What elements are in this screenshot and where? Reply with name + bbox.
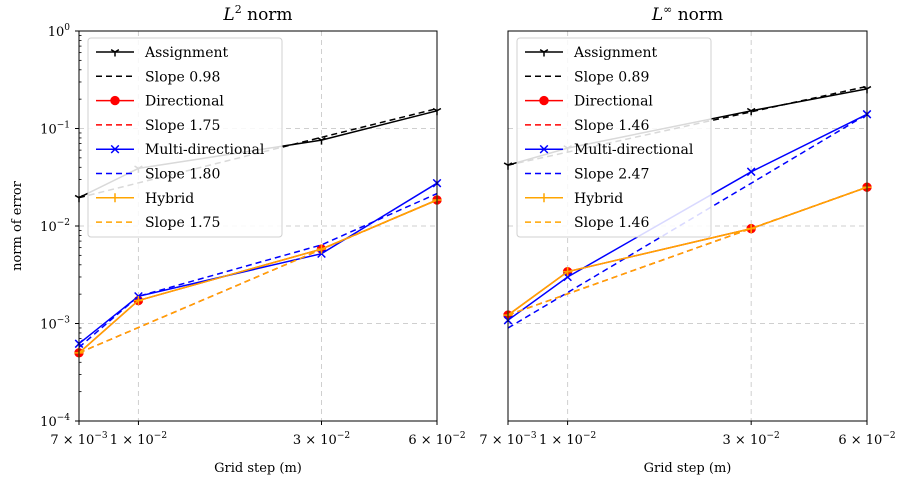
x-tick-label: 7 × 10−3 [50, 431, 108, 448]
data-point [110, 49, 120, 57]
legend-label: Slope 2.47 [574, 167, 649, 183]
y-tick-label: 10−2 [40, 218, 70, 235]
legend-label: Slope 1.75 [145, 118, 220, 134]
legend: Assignment Slope 0.98 Directional Slope 1.7… [87, 37, 283, 238]
legend-label: Directional [145, 94, 224, 110]
chart-panel-1: 7 × 10−3 1 × 10−2 3 × 10−2 6 × 10−2 10−4 10−3… [40, 3, 465, 476]
y-tick-label: 100 [48, 23, 71, 40]
series-line-7 [78, 199, 438, 354]
series-line-7 [507, 186, 868, 316]
legend-label: Slope 0.98 [145, 69, 220, 85]
legend-label: Assignment [573, 45, 658, 61]
legend-label: Hybrid [574, 191, 623, 207]
data-point [539, 95, 549, 106]
data-point [539, 144, 549, 154]
data-point [110, 193, 120, 203]
x-tick-label: 3 × 10−2 [293, 431, 350, 448]
legend-label: Slope 1.75 [145, 215, 220, 231]
data-point [110, 144, 120, 154]
legend-label: Assignment [144, 45, 229, 61]
data-point [539, 49, 549, 57]
data-point [133, 296, 143, 306]
y-tick-label: 10−1 [40, 121, 70, 138]
legend-label: Directional [574, 94, 653, 110]
x-tick-label: 7 × 10−3 [479, 431, 537, 448]
series-line-6 [78, 192, 438, 348]
data-point [746, 107, 756, 116]
data-point [317, 137, 326, 145]
series-line-8 [507, 186, 868, 316]
y-tick-label: 10−4 [40, 413, 70, 430]
x-tick-label: 6 × 10−2 [408, 431, 465, 448]
chart-title: L2 norm [222, 3, 292, 25]
x-tick-label: 6 × 10−2 [838, 431, 895, 448]
legend-label: Multi-directional [574, 142, 694, 158]
series-line-8 [78, 199, 438, 354]
x-tick-label: 3 × 10−2 [723, 431, 780, 448]
y-tick-label: 10−3 [40, 316, 70, 333]
legend-label: Multi-directional [145, 142, 265, 158]
x-tick-label: 1 × 10−2 [539, 431, 596, 448]
x-tick-label: 1 × 10−2 [110, 431, 167, 448]
legend-box [87, 37, 283, 238]
axes-frame [507, 30, 868, 422]
data-point [110, 95, 120, 106]
legend-label: Slope 1.46 [574, 118, 649, 134]
data-point [746, 167, 756, 177]
data-point [539, 193, 549, 203]
legend: Assignment Slope 0.89 Directional Slope 1.4… [516, 37, 712, 238]
data-point [563, 267, 573, 277]
legend-label: Slope 1.46 [574, 215, 649, 231]
legend-box [516, 37, 712, 238]
chart-title: L∞ norm [651, 3, 723, 25]
chart-panel-2: 7 × 10−3 1 × 10−2 3 × 10−2 6 × 10−2 Grid ste… [479, 3, 895, 476]
x-axis-label: Grid step (m) [214, 461, 302, 476]
x-axis-label: Grid step (m) [644, 461, 732, 476]
data-point [746, 224, 756, 234]
legend-label: Hybrid [145, 191, 194, 207]
legend-label: Slope 0.89 [574, 69, 649, 85]
legend-label: Slope 1.80 [145, 167, 220, 183]
y-axis-label: norm of error [10, 180, 25, 271]
